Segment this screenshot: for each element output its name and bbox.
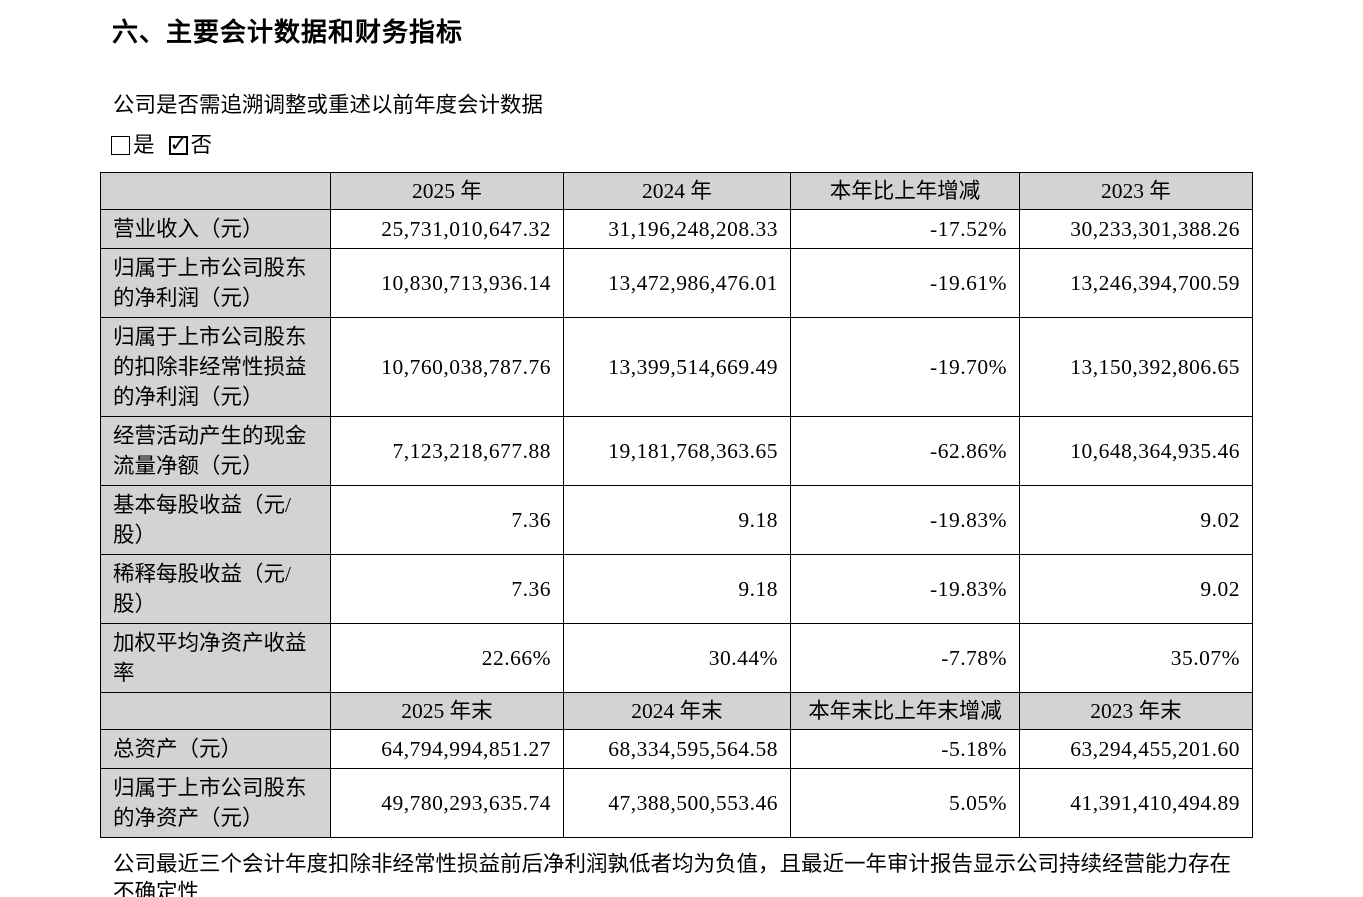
table-header-row-annual: 2025 年 2024 年 本年比上年增减 2023 年 — [100, 172, 1253, 210]
column-header-yoy-change: 本年比上年增减 — [790, 172, 1020, 210]
row-label-cell: 归属于上市公司股东的净资产（元） — [100, 768, 331, 838]
value-cell: -19.83% — [790, 485, 1020, 555]
value-cell: 9.02 — [1019, 554, 1253, 624]
value-cell: 49,780,293,635.74 — [330, 768, 564, 838]
table-header-row-year-end: 2025 年末 2024 年末 本年末比上年末增减 2023 年末 — [100, 692, 1253, 730]
value-cell: 31,196,248,208.33 — [563, 209, 791, 249]
value-cell: 63,294,455,201.60 — [1019, 729, 1253, 769]
row-label-cell: 经营活动产生的现金流量净额（元） — [100, 416, 331, 486]
column-header-2024-end: 2024 年末 — [563, 692, 791, 730]
value-cell: -17.52% — [790, 209, 1020, 249]
checkbox-checked-icon: ✓ — [168, 132, 188, 156]
value-cell: 30.44% — [563, 623, 791, 693]
table-row-basic-eps: 基本每股收益（元/股） 7.36 9.18 -19.83% 9.02 — [100, 485, 1253, 555]
value-cell: -7.78% — [790, 623, 1020, 693]
value-cell: 13,246,394,700.59 — [1019, 248, 1253, 318]
option-no-label: 否 — [190, 133, 213, 157]
column-header-2024: 2024 年 — [563, 172, 791, 210]
value-cell: 35.07% — [1019, 623, 1253, 693]
option-yes-label: 是 — [133, 133, 155, 157]
table-row-operating-cash-flow: 经营活动产生的现金流量净额（元） 7,123,218,677.88 19,181… — [100, 416, 1253, 486]
value-cell: 19,181,768,363.65 — [563, 416, 791, 486]
value-cell: 41,391,410,494.89 — [1019, 768, 1253, 838]
value-cell: -19.61% — [790, 248, 1020, 318]
value-cell: 9.02 — [1019, 485, 1253, 555]
table-row-weighted-avg-roe: 加权平均净资产收益率 22.66% 30.44% -7.78% 35.07% — [100, 623, 1253, 693]
option-no: ✓ 否 — [168, 132, 213, 158]
row-label-cell: 归属于上市公司股东的扣除非经常性损益的净利润（元） — [100, 317, 331, 417]
value-cell: 30,233,301,388.26 — [1019, 209, 1253, 249]
column-header-empty — [100, 692, 331, 730]
value-cell: 9.18 — [563, 485, 791, 555]
column-header-empty — [100, 172, 331, 210]
value-cell: -5.18% — [790, 729, 1020, 769]
row-label-cell: 归属于上市公司股东的净利润（元） — [100, 248, 331, 318]
value-cell: 25,731,010,647.32 — [330, 209, 564, 249]
row-label-cell: 总资产（元） — [100, 729, 331, 769]
restatement-options: 是 ✓ 否 — [111, 132, 1363, 158]
value-cell: 47,388,500,553.46 — [563, 768, 791, 838]
value-cell: 7.36 — [330, 485, 564, 555]
table-row-revenue: 营业收入（元） 25,731,010,647.32 31,196,248,208… — [100, 209, 1253, 249]
value-cell: 22.66% — [330, 623, 564, 693]
row-label-cell: 稀释每股收益（元/股） — [100, 554, 331, 624]
value-cell: 7.36 — [330, 554, 564, 624]
value-cell: 9.18 — [563, 554, 791, 624]
value-cell: -19.83% — [790, 554, 1020, 624]
column-header-2023-end: 2023 年末 — [1019, 692, 1253, 730]
check-mark-icon: ✓ — [169, 131, 188, 156]
value-cell: 64,794,994,851.27 — [330, 729, 564, 769]
value-cell: 68,334,595,564.58 — [563, 729, 791, 769]
value-cell: 10,760,038,787.76 — [330, 317, 564, 417]
financial-indicators-table: 2025 年 2024 年 本年比上年增减 2023 年 营业收入（元） 25,… — [100, 172, 1253, 838]
table-row-total-assets: 总资产（元） 64,794,994,851.27 68,334,595,564.… — [100, 729, 1253, 769]
going-concern-footnote: 公司最近三个会计年度扣除非经常性损益前后净利润孰低者均为负值，且最近一年审计报告… — [113, 852, 1232, 897]
section-title: 六、主要会计数据和财务指标 — [112, 18, 464, 47]
table-row-net-profit: 归属于上市公司股东的净利润（元） 10,830,713,936.14 13,47… — [100, 248, 1253, 318]
checkbox-unchecked-icon — [111, 135, 130, 155]
row-label-cell: 加权平均净资产收益率 — [100, 623, 331, 693]
value-cell: -62.86% — [790, 416, 1020, 486]
value-cell: 5.05% — [790, 768, 1020, 838]
restatement-question: 公司是否需追溯调整或重述以前年度会计数据 — [113, 93, 544, 117]
value-cell: 13,399,514,669.49 — [563, 317, 791, 417]
table-row-diluted-eps: 稀释每股收益（元/股） 7.36 9.18 -19.83% 9.02 — [100, 554, 1253, 624]
value-cell: 13,150,392,806.65 — [1019, 317, 1253, 417]
column-header-yoy-end-change: 本年末比上年末增减 — [790, 692, 1020, 730]
column-header-2025-end: 2025 年末 — [330, 692, 564, 730]
value-cell: 13,472,986,476.01 — [563, 248, 791, 318]
table-row-net-profit-excl-nonrecurring: 归属于上市公司股东的扣除非经常性损益的净利润（元） 10,760,038,787… — [100, 317, 1253, 417]
value-cell: 10,830,713,936.14 — [330, 248, 564, 318]
table-row-net-assets: 归属于上市公司股东的净资产（元） 49,780,293,635.74 47,38… — [100, 768, 1253, 838]
column-header-2025: 2025 年 — [330, 172, 564, 210]
value-cell: -19.70% — [790, 317, 1020, 417]
row-label-cell: 营业收入（元） — [100, 209, 331, 249]
option-yes: 是 — [111, 132, 155, 158]
row-label-cell: 基本每股收益（元/股） — [100, 485, 331, 555]
column-header-2023: 2023 年 — [1019, 172, 1253, 210]
value-cell: 7,123,218,677.88 — [330, 416, 564, 486]
value-cell: 10,648,364,935.46 — [1019, 416, 1253, 486]
